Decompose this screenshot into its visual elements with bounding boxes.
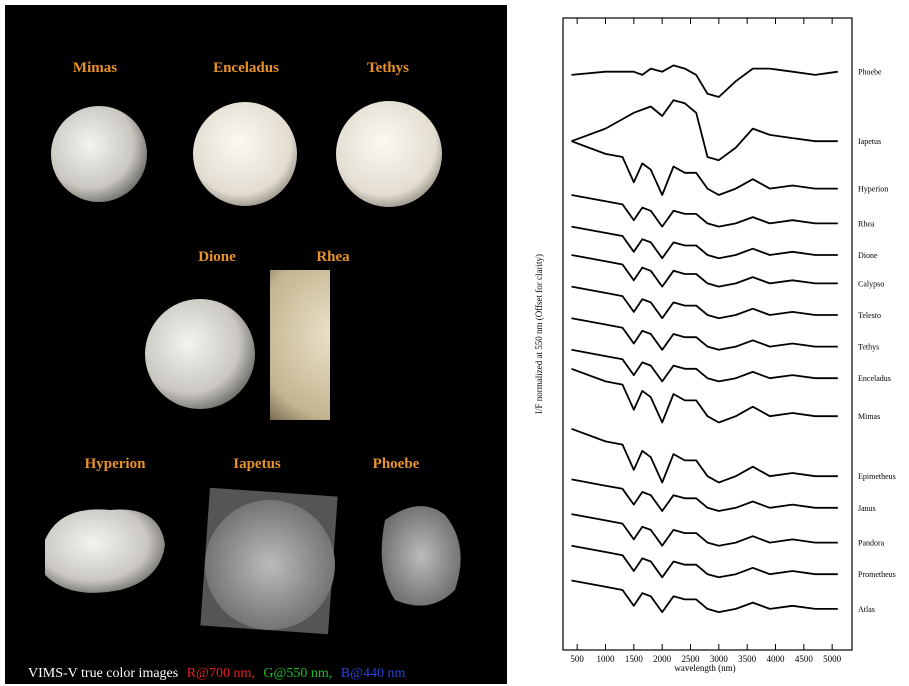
spectrum-line xyxy=(571,579,838,613)
spectrum-line xyxy=(571,427,838,484)
moon-label: Hyperion xyxy=(85,456,146,472)
series-label: Pandora xyxy=(858,539,885,548)
series-label: Janus xyxy=(858,504,876,513)
series-label: Rhea xyxy=(858,219,875,228)
x-tick-label: 2000 xyxy=(653,654,672,664)
spectrum-line xyxy=(571,348,838,383)
spectrum-line xyxy=(571,225,838,260)
y-axis-label: I/F normalized at 550 nm (Offset for cla… xyxy=(534,254,544,414)
caption: VIMS-V true color images R@700 nm, G@550… xyxy=(28,666,405,681)
series-label: Telesto xyxy=(858,311,881,320)
x-tick-label: 2500 xyxy=(682,654,701,664)
spectrum-line xyxy=(571,317,838,351)
moon-image xyxy=(145,299,255,409)
moon-label: Phoebe xyxy=(373,456,420,472)
series-label: Phoebe xyxy=(858,68,882,77)
moon-label: Rhea xyxy=(316,249,350,265)
x-tick-label: 500 xyxy=(570,654,584,664)
moon-label: Enceladus xyxy=(213,60,279,76)
plot-frame xyxy=(562,17,853,651)
moon-image xyxy=(336,101,442,207)
x-axis-label: wavelength (nm) xyxy=(674,663,735,673)
moon-image xyxy=(381,506,461,606)
moon-image xyxy=(193,102,297,206)
series-label: Tethys xyxy=(858,343,879,352)
moon-image xyxy=(270,270,330,420)
x-tick-label: 1000 xyxy=(597,654,616,664)
x-tick-label: 4000 xyxy=(767,654,786,664)
moon-image xyxy=(45,509,165,593)
x-tick-label: 3500 xyxy=(738,654,757,664)
x-tick-label: 3000 xyxy=(710,654,729,664)
spectrum-line xyxy=(571,254,838,288)
caption-text: VIMS-V true color images xyxy=(28,666,178,681)
caption-text: B@440 nm xyxy=(341,666,406,681)
spectrum-line xyxy=(571,478,838,512)
series-label: Atlas xyxy=(858,605,875,614)
moon-label: Dione xyxy=(198,249,236,265)
spectrum-line xyxy=(571,64,838,98)
spectrum-line xyxy=(571,544,838,579)
moon-image xyxy=(51,106,147,202)
series-label: Epimetheus xyxy=(858,472,896,481)
series-label: Enceladus xyxy=(858,374,891,383)
spectrum-line xyxy=(571,140,838,196)
moon-label: Tethys xyxy=(367,60,409,76)
moon-label: Mimas xyxy=(73,60,117,76)
series-label: Iapetus xyxy=(858,137,881,146)
x-tick-label: 5000 xyxy=(823,654,842,664)
spectrum-line xyxy=(571,367,838,424)
x-tick-label: 4500 xyxy=(795,654,814,664)
moon-label: Iapetus xyxy=(233,456,281,472)
caption-text: G@550 nm, xyxy=(263,666,332,681)
series-label: Mimas xyxy=(858,412,880,421)
spectrum-line xyxy=(571,194,838,228)
series-label: Prometheus xyxy=(858,570,896,579)
x-tick-label: 1500 xyxy=(625,654,644,664)
series-label: Dione xyxy=(858,251,878,260)
series-label: Hyperion xyxy=(858,185,888,194)
spectrum-line xyxy=(571,99,838,162)
moon-image xyxy=(205,500,335,630)
series-label: Calypso xyxy=(858,279,884,288)
caption-text: R@700 nm, xyxy=(187,666,255,681)
spectrum-line xyxy=(571,513,838,547)
spectrum-line xyxy=(571,285,838,320)
